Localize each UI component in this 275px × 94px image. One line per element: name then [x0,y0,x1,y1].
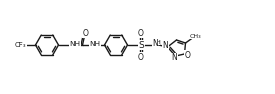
Text: O: O [185,50,190,60]
Text: NH: NH [70,41,81,47]
Text: N: N [163,41,168,50]
Text: CH₃: CH₃ [190,33,201,39]
Text: CH₃: CH₃ [190,33,201,39]
Text: N: N [152,39,158,49]
Text: O: O [138,53,144,61]
Text: O: O [82,28,89,38]
Text: O: O [138,28,144,38]
Text: O: O [138,28,144,38]
Text: N: N [152,39,158,49]
Text: O: O [138,53,144,61]
Text: H: H [155,39,160,44]
Text: NH: NH [70,41,81,47]
Text: O: O [82,28,89,38]
Text: S: S [139,41,144,50]
Text: N: N [172,53,177,63]
Text: NH: NH [89,41,100,47]
Text: NH: NH [89,41,100,47]
Text: H: H [155,39,160,44]
Text: N: N [172,53,177,63]
Text: N: N [163,41,168,50]
Text: CF₃: CF₃ [15,42,26,48]
Text: CF₃: CF₃ [15,42,26,48]
Text: S: S [139,41,144,50]
Text: O: O [185,50,190,60]
